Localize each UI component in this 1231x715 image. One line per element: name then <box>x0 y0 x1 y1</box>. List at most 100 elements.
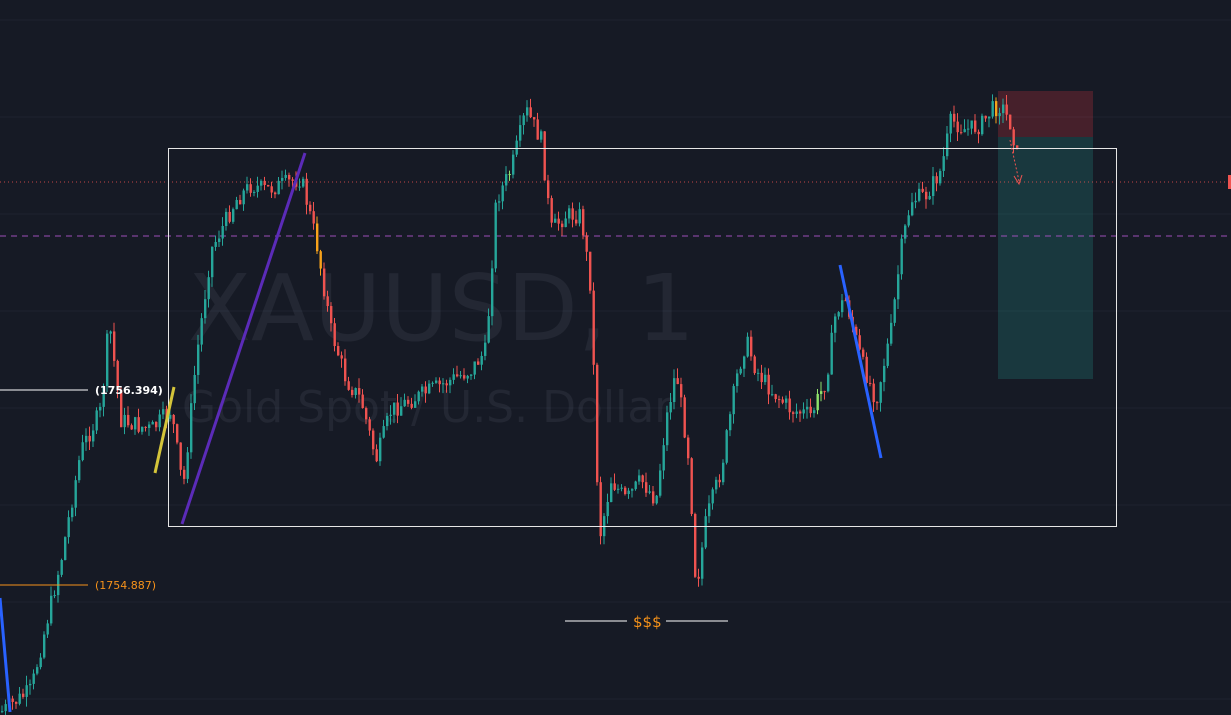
candle-body <box>438 380 441 385</box>
candle-body <box>214 241 217 247</box>
candle-body <box>421 386 424 392</box>
candle-body <box>410 403 413 408</box>
candle-body <box>634 481 637 490</box>
candle-body <box>946 133 949 157</box>
candle-body <box>466 375 469 379</box>
candle-body <box>767 374 770 395</box>
candle-body <box>53 595 56 597</box>
candle-body <box>841 300 844 313</box>
candle-body <box>151 421 154 425</box>
candle-body <box>29 683 32 686</box>
candle-body <box>1016 145 1019 148</box>
candle-body <box>785 398 788 403</box>
candle-body <box>162 409 165 415</box>
candle-body <box>403 399 406 407</box>
candle-body <box>508 174 511 176</box>
candle-body <box>988 116 991 119</box>
candle-body <box>753 356 756 374</box>
candle-body <box>596 364 599 483</box>
candle-body <box>123 414 126 428</box>
candle-body <box>428 383 431 394</box>
candle-body <box>914 200 917 203</box>
candle-body <box>186 452 189 479</box>
candle-body <box>666 412 669 446</box>
candle-body <box>795 411 798 414</box>
candle-body <box>837 312 840 317</box>
candle-body <box>606 502 609 517</box>
candle-body <box>564 218 567 228</box>
candle-body <box>547 180 550 199</box>
candle-body <box>879 382 882 403</box>
candle-body <box>911 202 914 216</box>
candle-body <box>109 331 112 334</box>
candle-body <box>802 409 805 414</box>
candle-body <box>344 358 347 382</box>
candle-body <box>582 209 585 236</box>
candle-body <box>963 129 966 133</box>
trendline-blue-left[interactable] <box>0 597 12 713</box>
candle-body <box>694 513 697 577</box>
candle-body <box>953 113 956 122</box>
candle-body <box>354 388 357 395</box>
candle-body <box>361 394 364 409</box>
candle-body <box>872 383 875 403</box>
candle-body <box>967 128 970 130</box>
candle-body <box>183 469 186 479</box>
candle-body <box>50 595 53 624</box>
candle-body <box>67 517 70 538</box>
candle-body <box>312 211 315 224</box>
candle-body <box>704 516 707 548</box>
candle-body <box>190 403 193 453</box>
take-profit-zone[interactable] <box>998 137 1093 379</box>
candle-body <box>487 316 490 343</box>
candle-body <box>473 361 476 375</box>
candle-body <box>116 360 119 391</box>
candle-body <box>680 384 683 398</box>
candle-body <box>368 419 371 431</box>
forecast-arrow-line[interactable] <box>1009 139 1020 182</box>
candle-body <box>858 335 861 350</box>
candle-body <box>641 475 644 483</box>
candle-body <box>137 417 140 432</box>
candle-body <box>617 488 620 490</box>
candle-body <box>155 421 158 428</box>
trendline-blue[interactable] <box>838 264 883 459</box>
candle-body <box>85 435 88 443</box>
candle-body <box>46 623 49 635</box>
candle-body <box>15 701 18 704</box>
candle-body <box>389 414 392 416</box>
candle-body <box>1002 104 1005 114</box>
candle-body <box>193 374 196 404</box>
candle-body <box>533 117 536 120</box>
candle-body <box>991 101 994 117</box>
candle-body <box>382 426 385 438</box>
range-box[interactable] <box>168 148 1117 527</box>
trendline-yellow[interactable] <box>153 386 176 474</box>
candle-body <box>18 693 21 704</box>
candle-body <box>81 442 84 461</box>
candle-body <box>127 414 130 426</box>
candle-body <box>732 386 735 415</box>
candle-body <box>526 107 529 116</box>
candle-body <box>886 343 889 366</box>
stop-loss-zone[interactable] <box>998 91 1093 137</box>
candle-body <box>977 131 980 135</box>
candle-body <box>529 107 532 118</box>
candle-body <box>771 394 774 396</box>
candle-body <box>662 445 665 471</box>
candle-body <box>249 184 252 193</box>
candle-body <box>568 208 571 219</box>
candle-body <box>337 346 340 356</box>
candle-body <box>43 634 46 658</box>
candle-body <box>746 336 749 357</box>
candle-body <box>71 507 74 518</box>
candle-body <box>274 192 277 195</box>
candle-body <box>263 180 266 186</box>
candle-body <box>221 225 224 239</box>
candle-body <box>158 414 161 428</box>
candle-body <box>750 336 753 357</box>
trendline-purple[interactable] <box>180 152 307 525</box>
candle-body <box>64 537 67 561</box>
